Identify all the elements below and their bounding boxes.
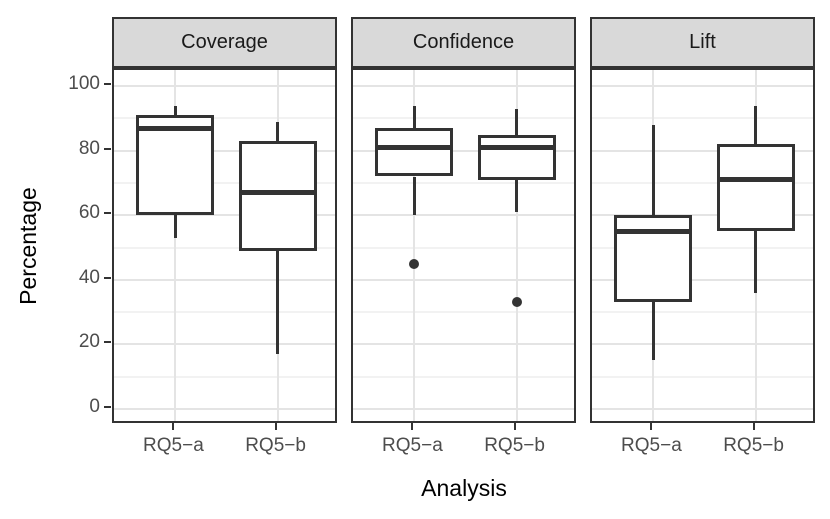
- median-line: [375, 144, 454, 150]
- median-line: [238, 190, 317, 196]
- lower-whisker: [276, 250, 280, 354]
- iqr-box: [375, 128, 454, 177]
- major-gridline: [592, 149, 813, 152]
- upper-whisker: [754, 105, 758, 145]
- major-gridline: [114, 278, 335, 281]
- vertical-gridline: [515, 70, 518, 421]
- x-tick-mark: [274, 423, 277, 430]
- upper-whisker: [412, 105, 416, 129]
- facet-strip: Confidence: [351, 17, 576, 68]
- x-tick-mark: [513, 423, 516, 430]
- y-tick-label: 20: [78, 331, 100, 353]
- facet-panel: [590, 68, 815, 423]
- lower-whisker: [754, 231, 758, 293]
- minor-gridline: [114, 181, 335, 184]
- minor-gridline: [114, 117, 335, 120]
- x-tick-mark: [752, 423, 755, 430]
- outlier-dot: [511, 297, 522, 308]
- iqr-box: [716, 144, 795, 232]
- minor-gridline: [114, 246, 335, 249]
- major-gridline: [114, 407, 335, 410]
- y-tick-label: 80: [78, 137, 100, 159]
- minor-gridline: [353, 117, 574, 120]
- y-tick-mark: [104, 341, 111, 344]
- x-tick-label: RQ5−a: [143, 435, 204, 456]
- x-axis-title: Analysis: [421, 475, 507, 501]
- minor-gridline: [353, 181, 574, 184]
- major-gridline: [592, 278, 813, 281]
- x-tick-label: RQ5−b: [723, 435, 784, 456]
- x-tick-label: RQ5−a: [382, 435, 443, 456]
- minor-gridline: [353, 375, 574, 378]
- minor-gridline: [353, 246, 574, 249]
- x-tick-mark: [172, 423, 175, 430]
- lower-whisker: [515, 179, 519, 212]
- y-tick-mark: [104, 83, 111, 86]
- outlier-dot: [409, 258, 420, 269]
- x-tick-mark: [411, 423, 414, 430]
- major-gridline: [353, 149, 574, 152]
- facet-panel: [351, 68, 576, 423]
- minor-gridline: [592, 375, 813, 378]
- y-tick-label: 40: [78, 266, 100, 288]
- minor-gridline: [592, 246, 813, 249]
- minor-gridline: [592, 311, 813, 314]
- y-tick-mark: [104, 276, 111, 279]
- y-tick-mark: [104, 212, 111, 215]
- major-gridline: [592, 407, 813, 410]
- major-gridline: [353, 278, 574, 281]
- minor-gridline: [114, 375, 335, 378]
- minor-gridline: [114, 311, 335, 314]
- y-tick-mark: [104, 405, 111, 408]
- x-tick-label: RQ5−a: [621, 435, 682, 456]
- minor-gridline: [353, 311, 574, 314]
- major-gridline: [353, 214, 574, 217]
- upper-whisker: [515, 108, 519, 135]
- major-gridline: [592, 343, 813, 346]
- x-tick-label: RQ5−b: [245, 435, 306, 456]
- facet-strip: Lift: [590, 17, 815, 68]
- x-tick-mark: [650, 423, 653, 430]
- y-axis-title: Percentage: [15, 187, 41, 305]
- facet-strip: Coverage: [112, 17, 337, 68]
- y-tick-label: 100: [68, 73, 100, 95]
- vertical-gridline: [174, 70, 177, 421]
- iqr-box: [477, 134, 556, 180]
- iqr-box: [238, 141, 317, 251]
- median-line: [614, 228, 693, 234]
- median-line: [716, 177, 795, 183]
- minor-gridline: [592, 117, 813, 120]
- upper-whisker: [276, 121, 280, 141]
- major-gridline: [114, 149, 335, 152]
- upper-whisker: [173, 105, 177, 116]
- upper-whisker: [651, 124, 655, 216]
- y-tick-mark: [104, 147, 111, 150]
- major-gridline: [353, 343, 574, 346]
- major-gridline: [114, 343, 335, 346]
- vertical-gridline: [413, 70, 416, 421]
- minor-gridline: [592, 181, 813, 184]
- major-gridline: [114, 85, 335, 88]
- lower-whisker: [412, 176, 416, 216]
- major-gridline: [114, 214, 335, 217]
- median-line: [136, 125, 215, 131]
- lower-whisker: [651, 302, 655, 361]
- iqr-box: [136, 115, 215, 216]
- major-gridline: [353, 407, 574, 410]
- lower-whisker: [173, 215, 177, 238]
- major-gridline: [592, 85, 813, 88]
- median-line: [477, 144, 556, 150]
- y-tick-label: 0: [89, 395, 100, 417]
- x-tick-label: RQ5−b: [484, 435, 545, 456]
- facet-panel: [112, 68, 337, 423]
- major-gridline: [592, 214, 813, 217]
- major-gridline: [353, 85, 574, 88]
- y-tick-label: 60: [78, 202, 100, 224]
